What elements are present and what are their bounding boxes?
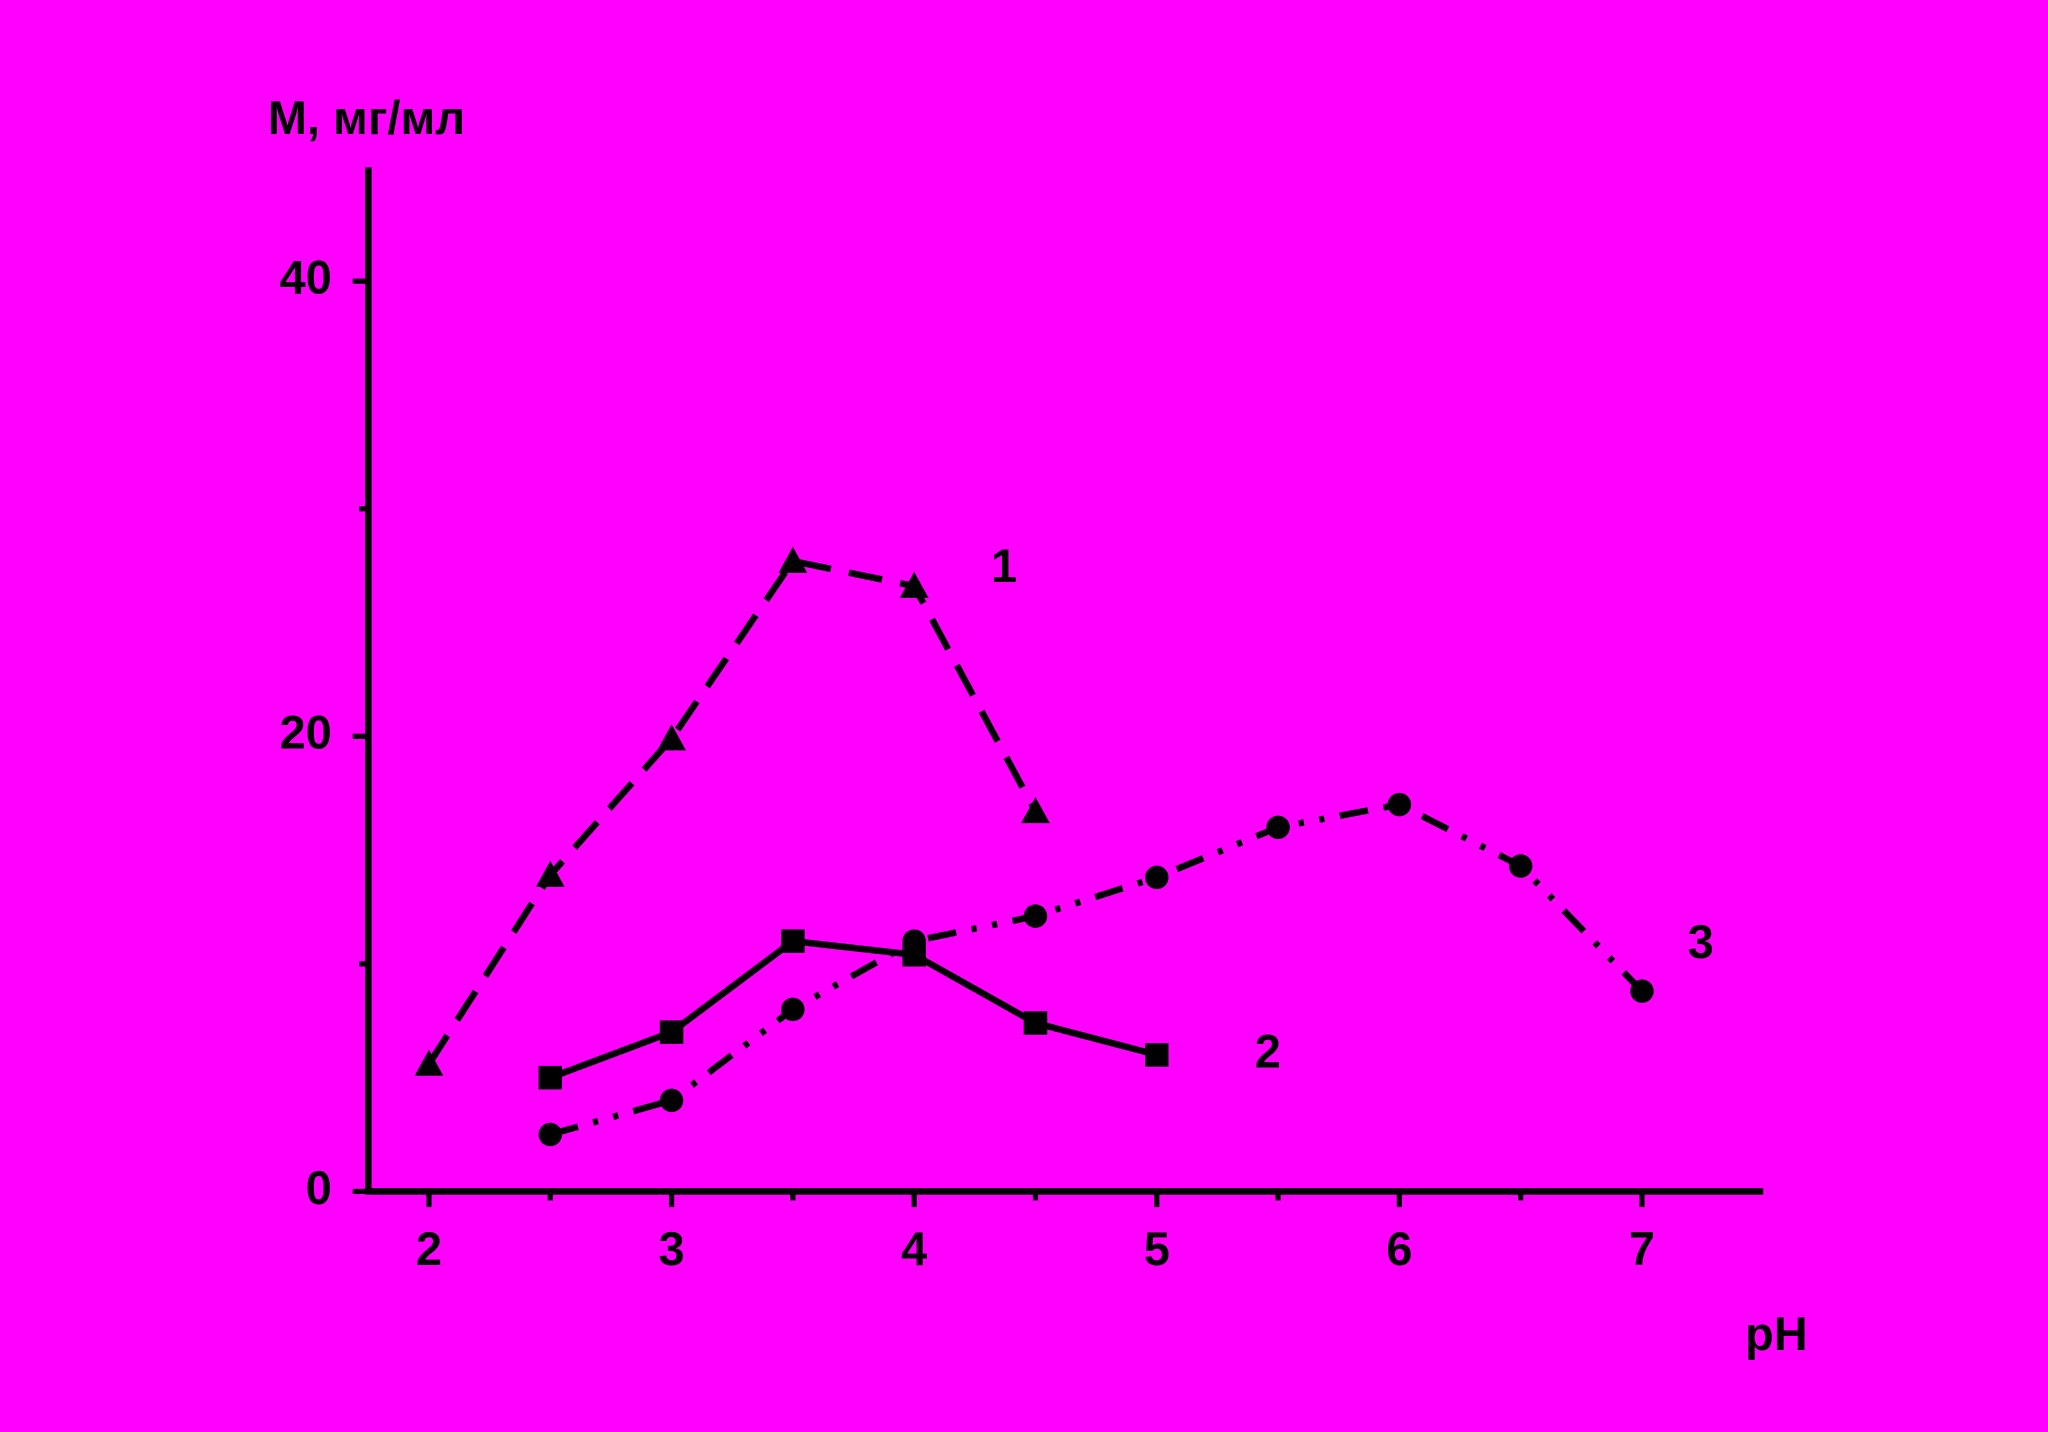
series-label: 3 (1688, 915, 1714, 968)
y-tick-label: 0 (306, 1161, 332, 1214)
series-line (549, 937, 1158, 1081)
y-tick-label: 20 (279, 706, 331, 759)
marker (1145, 1043, 1169, 1067)
marker (778, 546, 808, 573)
marker (538, 1065, 563, 1090)
marker (902, 929, 926, 953)
marker (1387, 792, 1412, 817)
series-label: 2 (1255, 1024, 1281, 1077)
marker (781, 997, 805, 1022)
x-tick-label: 3 (658, 1222, 684, 1275)
marker (1266, 815, 1290, 840)
marker (1021, 797, 1050, 824)
series-line (549, 801, 1645, 1138)
marker (1630, 979, 1654, 1003)
x-tick-label: 6 (1386, 1222, 1412, 1275)
x-tick-label: 7 (1629, 1222, 1655, 1275)
marker (899, 571, 929, 598)
marker (1023, 904, 1048, 928)
y-tick-label: 40 (279, 251, 331, 304)
series-label: 1 (991, 539, 1017, 592)
series-line (426, 557, 1039, 1066)
marker (657, 724, 686, 751)
y-axis-label: M, мг/мл (268, 91, 465, 144)
marker (1508, 854, 1533, 878)
marker (781, 929, 805, 953)
marker (538, 1122, 563, 1147)
marker (1023, 1011, 1048, 1035)
marker (1145, 865, 1169, 890)
marker (659, 1020, 684, 1044)
marker (414, 1049, 444, 1076)
x-tick-label: 4 (901, 1222, 927, 1275)
x-tick-label: 5 (1144, 1222, 1170, 1275)
x-axis-label: pH (1745, 1307, 1808, 1360)
marker (535, 860, 565, 887)
x-tick-label: 2 (416, 1222, 442, 1275)
marker (659, 1088, 684, 1113)
